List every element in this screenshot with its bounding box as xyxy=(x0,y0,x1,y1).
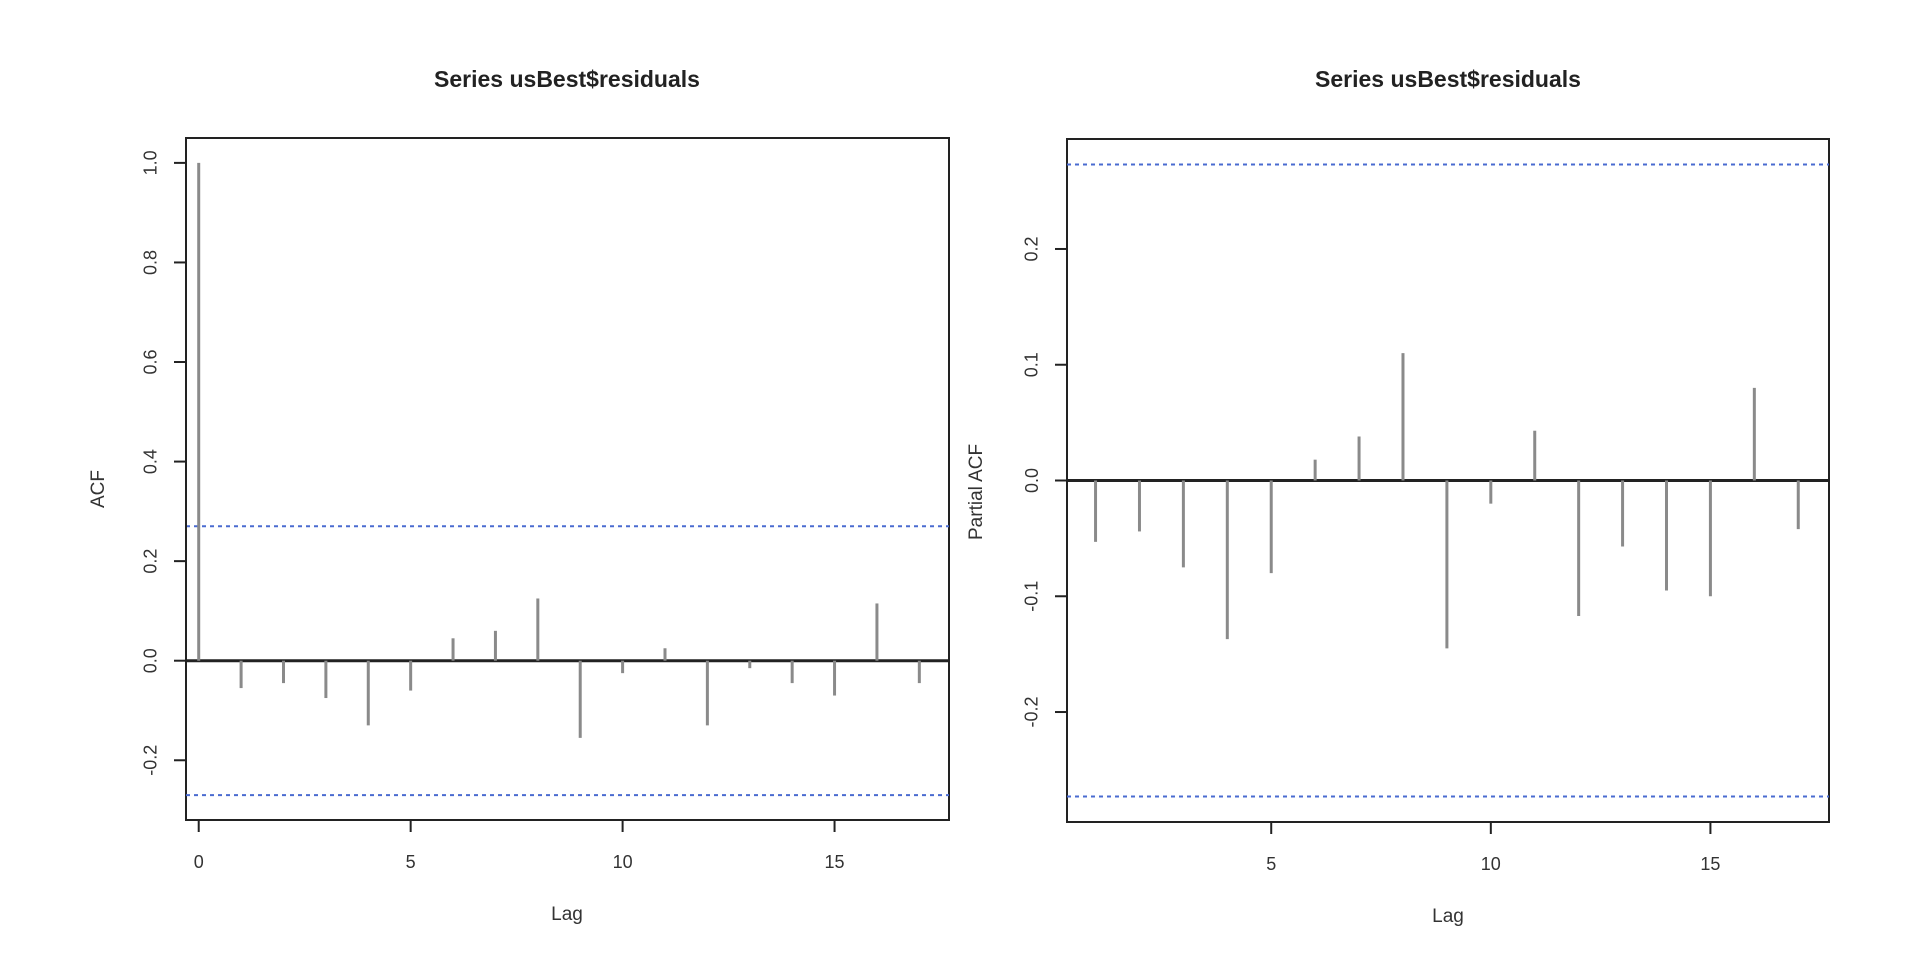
acf-plot-area: 0 5 10 15 -0.2 0.0 0.2 0.4 0.6 0.8 1.0 xyxy=(141,137,950,872)
pacf-x-label: Lag xyxy=(1432,906,1464,927)
x-tick-label: 5 xyxy=(1266,854,1276,874)
acf-title: Series usBest$residuals xyxy=(434,66,700,92)
x-tick-label: 10 xyxy=(613,852,633,872)
y-tick-label: -0.1 xyxy=(1022,581,1042,612)
y-tick-label: 0.0 xyxy=(1022,468,1042,493)
pacf-title: Series usBest$residuals xyxy=(1315,66,1581,92)
acf-x-label: Lag xyxy=(551,904,583,925)
x-tick-label: 15 xyxy=(1700,854,1720,874)
pacf-panel: Series usBest$residuals Partial ACF Lag … xyxy=(960,0,1920,959)
y-tick-label: -0.2 xyxy=(1022,697,1042,728)
y-tick-label: 0.1 xyxy=(1022,352,1042,377)
y-tick-label: 0.8 xyxy=(141,250,161,275)
y-tick-label: 0.4 xyxy=(141,449,161,474)
x-tick-label: 5 xyxy=(406,852,416,872)
x-tick-label: 15 xyxy=(825,852,845,872)
y-tick-label: 0.2 xyxy=(1022,236,1042,261)
x-tick-label: 0 xyxy=(194,852,204,872)
y-tick-label: 0.0 xyxy=(141,648,161,673)
x-tick-label: 10 xyxy=(1481,854,1501,874)
y-tick-label: 1.0 xyxy=(141,150,161,175)
plot-frame xyxy=(185,137,950,821)
acf-panel: Series usBest$residuals ACF Lag 0 5 10 15 -0… xyxy=(88,66,950,925)
y-tick-label: -0.2 xyxy=(141,745,161,776)
pacf-plot-area: 5 10 15 -0.2 -0.1 0.0 0.1 0.2 xyxy=(1022,138,1830,874)
y-tick-label: 0.6 xyxy=(141,349,161,374)
y-tick-label: 0.2 xyxy=(141,549,161,574)
